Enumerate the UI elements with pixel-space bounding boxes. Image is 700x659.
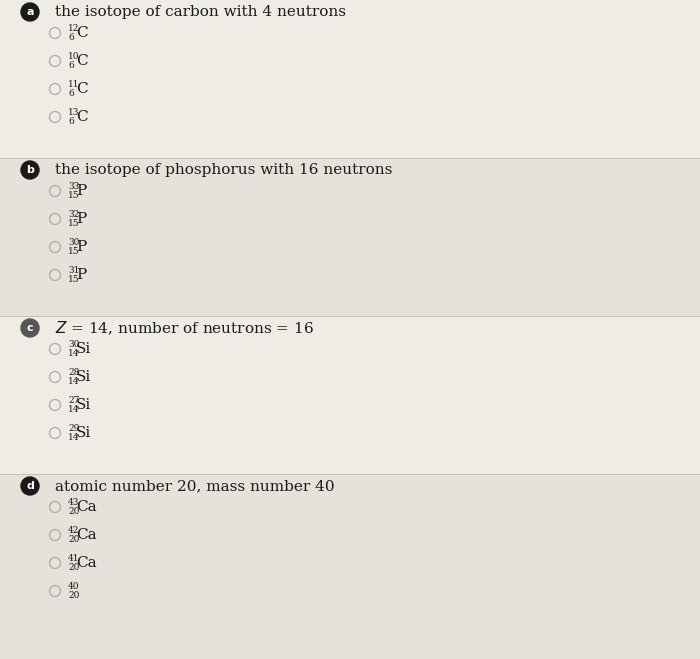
Text: 13: 13 (68, 108, 79, 117)
Circle shape (21, 319, 39, 337)
Text: $\mathit{Z}$ = 14, number of neutrons = 16: $\mathit{Z}$ = 14, number of neutrons = … (55, 320, 314, 337)
Text: 6: 6 (68, 61, 74, 70)
Text: 30: 30 (68, 238, 79, 247)
Text: Si: Si (76, 342, 91, 356)
Text: 41: 41 (68, 554, 80, 563)
Text: C: C (76, 26, 88, 40)
Text: Ca: Ca (76, 556, 97, 570)
Circle shape (21, 161, 39, 179)
Text: 6: 6 (68, 89, 74, 98)
Text: 14: 14 (68, 405, 80, 414)
Text: 29: 29 (68, 424, 79, 433)
Bar (0, 158, 700, 316)
Text: 15: 15 (68, 275, 80, 284)
Text: the isotope of carbon with 4 neutrons: the isotope of carbon with 4 neutrons (55, 5, 346, 19)
Text: 20: 20 (68, 563, 79, 572)
Text: 43: 43 (68, 498, 79, 507)
Text: 12: 12 (68, 24, 79, 33)
Text: 32: 32 (68, 210, 79, 219)
Text: b: b (26, 165, 34, 175)
Text: 31: 31 (68, 266, 79, 275)
Text: P: P (76, 240, 86, 254)
Text: 6: 6 (68, 117, 74, 126)
Text: c: c (27, 323, 34, 333)
Text: 10: 10 (68, 52, 80, 61)
Text: 14: 14 (68, 433, 80, 442)
Text: 40: 40 (68, 582, 80, 591)
Text: Ca: Ca (76, 528, 97, 542)
Text: 14: 14 (68, 377, 80, 386)
Text: a: a (27, 7, 34, 17)
Text: 6: 6 (68, 33, 74, 42)
Text: 42: 42 (68, 526, 79, 535)
Text: 20: 20 (68, 507, 79, 516)
Text: 20: 20 (68, 535, 79, 544)
Text: Si: Si (76, 426, 91, 440)
Text: Si: Si (76, 370, 91, 384)
Text: 27: 27 (68, 396, 79, 405)
Circle shape (21, 3, 39, 21)
Text: C: C (76, 82, 88, 96)
Text: 28: 28 (68, 368, 79, 377)
Text: 14: 14 (68, 349, 80, 358)
Bar (0, 0, 700, 158)
Text: C: C (76, 110, 88, 124)
Text: 11: 11 (68, 80, 80, 89)
Text: 33: 33 (68, 182, 79, 191)
Text: 20: 20 (68, 591, 79, 600)
Text: 15: 15 (68, 219, 80, 228)
Text: atomic number 20, mass number 40: atomic number 20, mass number 40 (55, 479, 335, 493)
Bar (0, 474, 700, 659)
Circle shape (21, 477, 39, 495)
Text: 15: 15 (68, 191, 80, 200)
Text: 30: 30 (68, 340, 79, 349)
Text: 15: 15 (68, 247, 80, 256)
Text: C: C (76, 54, 88, 68)
Bar (0, 316, 700, 474)
Text: the isotope of phosphorus with 16 neutrons: the isotope of phosphorus with 16 neutro… (55, 163, 393, 177)
Text: Si: Si (76, 398, 91, 412)
Text: P: P (76, 184, 86, 198)
Text: Ca: Ca (76, 500, 97, 514)
Text: P: P (76, 268, 86, 282)
Text: P: P (76, 212, 86, 226)
Text: d: d (26, 481, 34, 491)
